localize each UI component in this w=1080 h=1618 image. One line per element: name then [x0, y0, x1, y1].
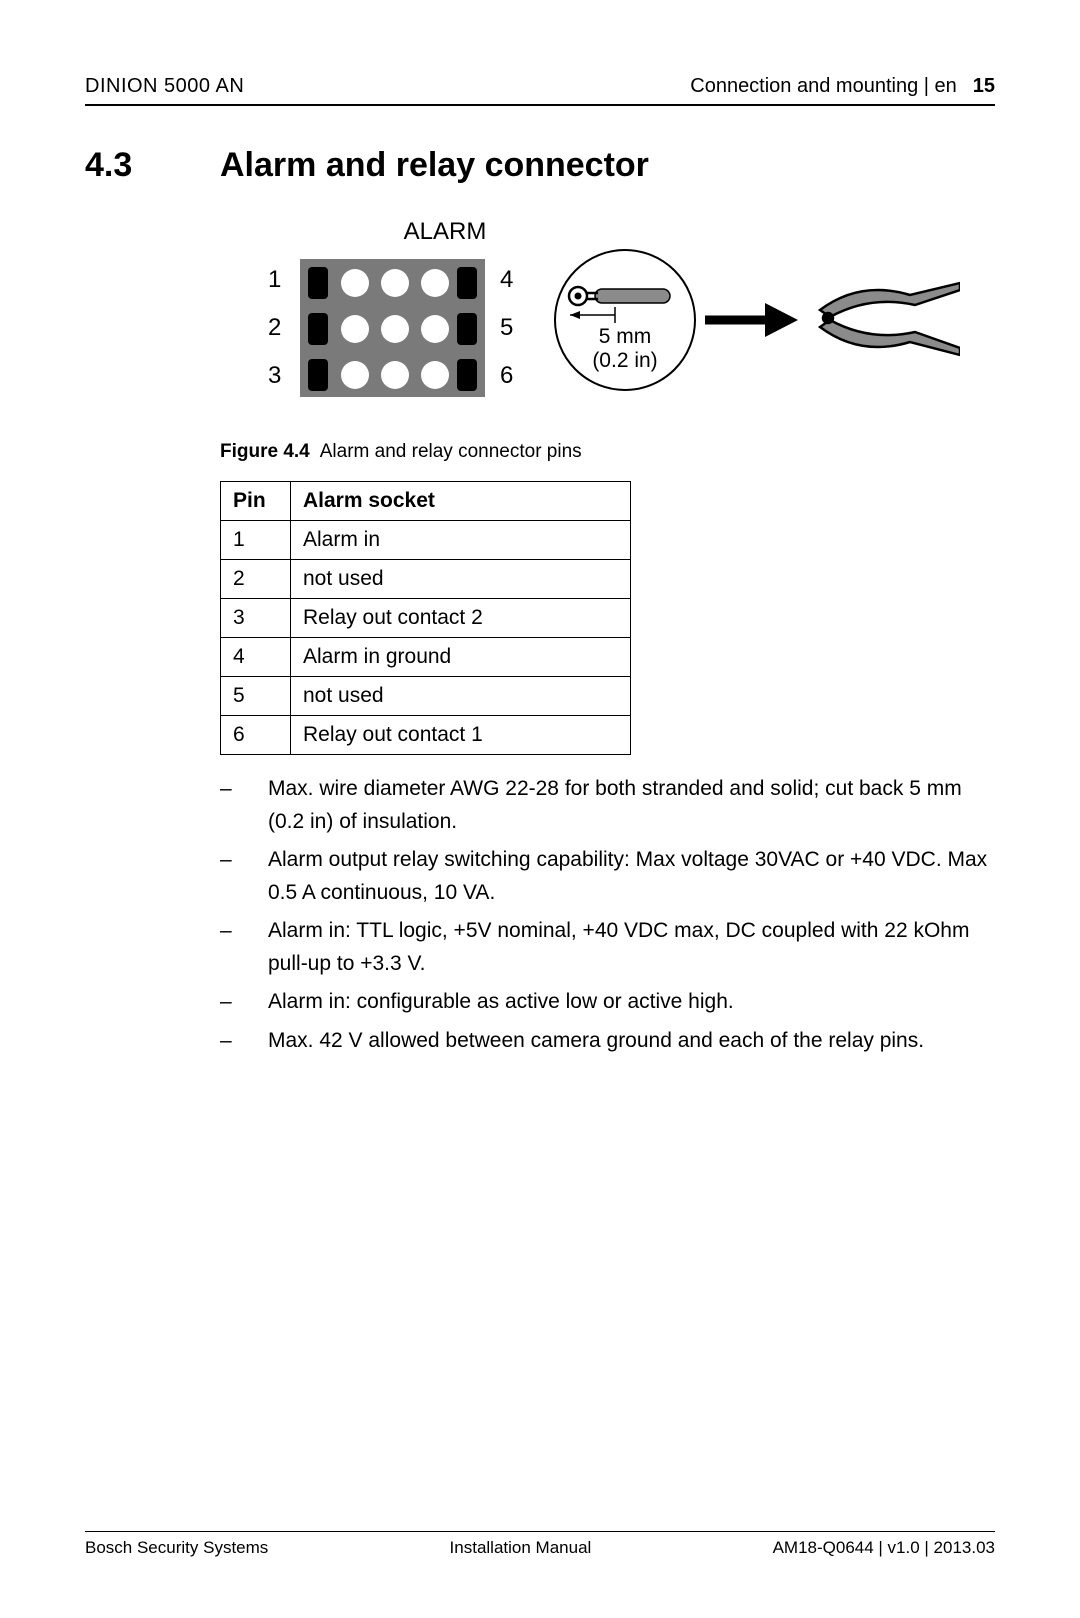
pin-table: Pin Alarm socket 1Alarm in2not used3Rela…	[220, 481, 631, 755]
connector-slot	[457, 313, 477, 345]
connector-slot	[308, 267, 328, 299]
wire-insulation	[595, 289, 670, 303]
connector-diagram: ALARM 1 2 3	[220, 215, 960, 425]
pin-label-2: 2	[268, 314, 281, 341]
header-product: DINION 5000 AN	[85, 75, 244, 98]
page-header: DINION 5000 AN Connection and mounting |…	[85, 75, 995, 106]
table-row: 2not used	[221, 560, 631, 599]
list-text: Max. 42 V allowed between camera ground …	[268, 1025, 995, 1058]
list-item: –Alarm in: TTL logic, +5V nominal, +40 V…	[220, 915, 995, 980]
table-row: 5not used	[221, 677, 631, 716]
list-dash: –	[220, 773, 268, 838]
table-cell-pin: 2	[221, 560, 291, 599]
page-footer: Bosch Security Systems Installation Manu…	[85, 1531, 995, 1558]
section-number: 4.3	[85, 146, 220, 185]
table-row: 3Relay out contact 2	[221, 599, 631, 638]
list-dash: –	[220, 1025, 268, 1058]
connector-pin-dot	[341, 361, 369, 389]
header-page-number: 15	[973, 75, 995, 98]
strip-length-mm: 5 mm	[599, 325, 652, 348]
pin-label-1: 1	[268, 266, 281, 293]
table-cell-pin: 5	[221, 677, 291, 716]
footer-center: Installation Manual	[450, 1538, 592, 1558]
table-row: 4Alarm in ground	[221, 638, 631, 677]
table-cell-pin: 6	[221, 716, 291, 755]
list-item: –Alarm in: configurable as active low or…	[220, 986, 995, 1019]
connector-slot	[457, 359, 477, 391]
list-text: Alarm output relay switching capability:…	[268, 844, 995, 909]
list-dash: –	[220, 844, 268, 909]
table-cell-pin: 4	[221, 638, 291, 677]
figure-caption-label: Figure 4.4	[220, 441, 310, 462]
connector-pin-dot	[381, 315, 409, 343]
figure-caption: Figure 4.4 Alarm and relay connector pins	[220, 441, 995, 463]
pin-label-3: 3	[268, 362, 281, 389]
list-item: –Max. wire diameter AWG 22-28 for both s…	[220, 773, 995, 838]
connector-slot	[457, 267, 477, 299]
list-dash: –	[220, 986, 268, 1019]
wire-conductor-core	[575, 293, 582, 300]
pin-label-4: 4	[500, 266, 513, 293]
section-heading: 4.3 Alarm and relay connector	[85, 146, 995, 185]
table-cell-desc: Alarm in ground	[291, 638, 631, 677]
table-header-pin: Pin	[221, 482, 291, 521]
content-body: ALARM 1 2 3	[220, 215, 995, 1057]
table-cell-desc: not used	[291, 560, 631, 599]
list-dash: –	[220, 915, 268, 980]
figure-caption-text: Alarm and relay connector pins	[320, 441, 582, 462]
figure-area: ALARM 1 2 3	[220, 215, 995, 463]
connector-pin-dot	[421, 315, 449, 343]
pin-label-5: 5	[500, 314, 513, 341]
arrow-head	[765, 303, 798, 337]
connector-pin-dot	[381, 361, 409, 389]
page: DINION 5000 AN Connection and mounting |…	[0, 0, 1080, 1618]
notes-list: –Max. wire diameter AWG 22-28 for both s…	[220, 773, 995, 1057]
table-cell-pin: 1	[221, 521, 291, 560]
list-item: –Alarm output relay switching capability…	[220, 844, 995, 909]
strip-length-in: (0.2 in)	[592, 349, 657, 372]
connector-slot	[308, 313, 328, 345]
header-chapter: Connection and mounting | en	[690, 75, 957, 98]
table-header-desc: Alarm socket	[291, 482, 631, 521]
table-cell-desc: Relay out contact 2	[291, 599, 631, 638]
stripper-tool-icon	[820, 283, 960, 355]
table-cell-desc: Alarm in	[291, 521, 631, 560]
list-text: Alarm in: configurable as active low or …	[268, 986, 995, 1019]
connector-pin-dot	[381, 269, 409, 297]
table-row: 6Relay out contact 1	[221, 716, 631, 755]
connector-pin-dot	[341, 315, 369, 343]
footer-right: AM18-Q0644 | v1.0 | 2013.03	[773, 1538, 995, 1558]
list-item: –Max. 42 V allowed between camera ground…	[220, 1025, 995, 1058]
pin-label-6: 6	[500, 362, 513, 389]
connector-slot	[308, 359, 328, 391]
section-title: Alarm and relay connector	[220, 146, 649, 185]
table-cell-desc: Relay out contact 1	[291, 716, 631, 755]
list-text: Max. wire diameter AWG 22-28 for both st…	[268, 773, 995, 838]
table-cell-pin: 3	[221, 599, 291, 638]
table-row: 1Alarm in	[221, 521, 631, 560]
connector-pin-dot	[421, 269, 449, 297]
list-text: Alarm in: TTL logic, +5V nominal, +40 VD…	[268, 915, 995, 980]
dim-arrowhead	[570, 311, 580, 319]
connector-pin-dot	[421, 361, 449, 389]
table-cell-desc: not used	[291, 677, 631, 716]
alarm-label: ALARM	[404, 218, 487, 245]
footer-left: Bosch Security Systems	[85, 1538, 268, 1558]
table-header-row: Pin Alarm socket	[221, 482, 631, 521]
header-right: Connection and mounting | en 15	[690, 75, 995, 98]
connector-pin-dot	[341, 269, 369, 297]
